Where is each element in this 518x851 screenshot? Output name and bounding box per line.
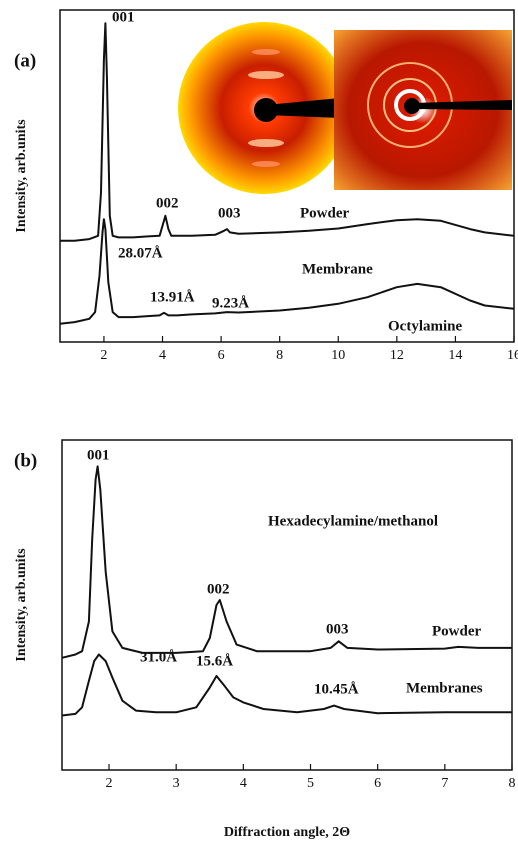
annotation: 15.6Å [196, 653, 233, 669]
annotation: 001 [112, 9, 135, 25]
series-label: Powder [300, 205, 349, 221]
annotation: 10.45Å [314, 681, 359, 697]
figure: 2 4 6 8 10 12 14 16 Powder Membrane 001 002 003 28.07… [0, 0, 518, 851]
series-label: Membranes [406, 680, 483, 696]
series-label: Membrane [302, 261, 373, 277]
x-tick-label: 10 [331, 348, 345, 363]
x-tick-label: 5 [307, 776, 314, 791]
x-tick-label: 4 [240, 776, 247, 791]
annotation: 9.23Å [212, 295, 249, 311]
annotation: 13.91Å [150, 289, 195, 305]
x-tick-label: 8 [276, 348, 283, 363]
x-tick-label: 3 [173, 776, 180, 791]
x-tick-label: 16 [507, 348, 518, 363]
annotation: 31.0Å [140, 649, 177, 665]
x-tick-label: 8 [509, 776, 516, 791]
x-axis-label: Diffraction angle, 2Θ [224, 825, 350, 840]
x-tick-label: 14 [448, 348, 462, 363]
x-tick-label: 2 [106, 776, 113, 791]
x-tick-label: 2 [100, 348, 107, 363]
x-tick-label: 6 [218, 348, 225, 363]
panel-label: (a) [14, 50, 36, 71]
inset-arc [248, 139, 284, 147]
annotation: 002 [207, 581, 230, 597]
annotation: Hexadecylamine/methanol [268, 513, 438, 529]
y-axis-label: Intensity, arb.units [14, 119, 29, 233]
x-tick-label: 7 [441, 776, 448, 791]
annotation: 001 [87, 447, 110, 463]
inset-arc [248, 71, 284, 79]
annotation: 003 [218, 205, 241, 221]
panel-label: (b) [14, 450, 37, 471]
x-tick-label: 4 [159, 348, 166, 363]
x-tick-label: 12 [390, 348, 404, 363]
inset-arc [252, 161, 280, 167]
inset-arc [252, 49, 280, 55]
inset-patterns [178, 22, 512, 194]
annotation: 28.07Å [118, 245, 163, 261]
annotation: Octylamine [388, 318, 462, 334]
x-tick-label: 6 [374, 776, 381, 791]
annotation: 002 [156, 195, 179, 211]
plot-frame [62, 440, 512, 770]
y-axis-label: Intensity, arb.units [14, 548, 29, 662]
annotation: 003 [326, 621, 349, 637]
data-line [60, 219, 514, 324]
series-label: Powder [432, 623, 481, 639]
